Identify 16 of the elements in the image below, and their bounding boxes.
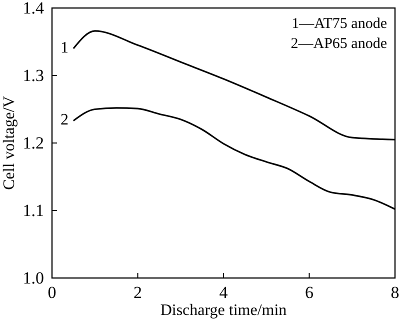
x-tick-label: 8 (390, 283, 400, 302)
x-tick-label: 2 (134, 283, 142, 302)
series-label: 2 (60, 112, 68, 129)
x-axis-title: Discharge time/min (160, 302, 287, 319)
y-tick-label: 1.4 (22, 0, 44, 18)
y-tick-label: 1.3 (22, 66, 44, 85)
y-tick-label: 1.0 (22, 268, 44, 288)
annotation: 1—AT75 anode (292, 16, 388, 32)
y-tick-label: 1.2 (22, 133, 44, 152)
y-axis-title: Cell voltage/V (1, 96, 18, 190)
x-tick-label: 0 (48, 283, 56, 302)
y-tick-label: 1.1 (22, 200, 44, 220)
annotation: 2—AP65 anode (290, 36, 388, 52)
series-label: 1 (60, 40, 68, 56)
x-tick-label: 6 (305, 283, 314, 302)
x-tick-label: 4 (219, 283, 228, 302)
